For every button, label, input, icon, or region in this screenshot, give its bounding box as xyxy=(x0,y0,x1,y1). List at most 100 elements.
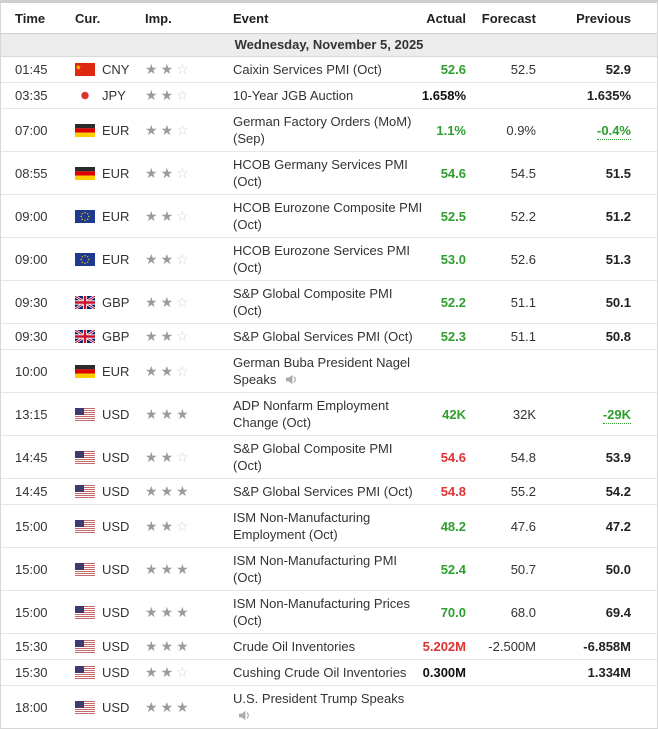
event-title[interactable]: ISM Non-Manufacturing Prices (Oct) xyxy=(233,595,414,629)
importance-star-filled: ★ xyxy=(160,362,177,379)
currency-code: GBP xyxy=(102,329,130,344)
forecast-value: 68.0 xyxy=(510,604,536,620)
importance-stars: ★★☆ xyxy=(145,664,233,681)
actual-value: 52.6 xyxy=(440,62,466,77)
previous-value-text[interactable]: -29K xyxy=(602,406,631,424)
united-states-flag xyxy=(75,407,95,421)
event-row[interactable]: 15:00 USD ★★★ ISM Non-Manufacturing Pric… xyxy=(1,591,657,634)
european-union-flag xyxy=(75,209,95,223)
previous-value-text: 50.8 xyxy=(605,329,631,344)
event-title[interactable]: U.S. President Trump Speaks xyxy=(233,690,414,724)
importance-star-filled: ★ xyxy=(145,638,161,654)
event-row[interactable]: 15:00 USD ★★★ ISM Non-Manufacturing PMI(… xyxy=(1,548,657,591)
event-title[interactable]: Cushing Crude Oil Inventories xyxy=(233,664,414,681)
event-title[interactable]: S&P Global Composite PMI (Oct) xyxy=(233,440,414,474)
event-title[interactable]: German Factory Orders (MoM) (Sep) xyxy=(233,113,414,147)
event-title[interactable]: S&P Global Services PMI (Oct) xyxy=(233,328,414,345)
forecast-value: 32K xyxy=(512,406,536,422)
time-cell: 07:00 xyxy=(15,122,48,138)
importance-star-filled: ★ xyxy=(145,560,161,577)
event-row[interactable]: 15:30 USD ★★★ Crude Oil Inventories 5.20… xyxy=(1,634,657,660)
germany-flag xyxy=(75,123,95,137)
time-cell: 15:00 xyxy=(15,518,48,534)
actual-value: 1.658% xyxy=(421,88,466,103)
event-row[interactable]: 03:35 JPY ★★☆ 10-Year JGB Auction 1.658%… xyxy=(1,83,657,109)
previous-value: 54.2 xyxy=(536,483,631,500)
event-row[interactable]: 18:00 USD ★★★ U.S. President Trump Speak… xyxy=(1,686,657,728)
importance-stars: ★★★ xyxy=(145,699,233,716)
actual-value: 53.0 xyxy=(440,251,466,267)
event-title-line: U.S. President Trump Speaks xyxy=(233,691,405,706)
currency-code: USD xyxy=(102,449,130,465)
event-title[interactable]: S&P Global Services PMI (Oct) xyxy=(233,483,414,500)
currency-code: USD xyxy=(102,484,130,499)
event-row[interactable]: 09:00 EUR ★★☆ HCOB Eurozone Composite PM… xyxy=(1,195,657,238)
event-row[interactable]: 15:30 USD ★★☆ Cushing Crude Oil Inventor… xyxy=(1,660,657,686)
forecast-value: 54.8 xyxy=(510,449,536,465)
importance-star-filled: ★ xyxy=(176,483,192,499)
united-states-flag xyxy=(75,640,95,653)
actual-value: 54.6 xyxy=(440,449,466,465)
event-title-line: ISM Non-Manufacturing Prices xyxy=(233,596,411,611)
previous-value: 50.0 xyxy=(536,561,631,578)
importance-stars: ★★☆ xyxy=(145,328,233,345)
currency-code: EUR xyxy=(102,251,130,267)
united-states-flag xyxy=(75,485,95,498)
event-title[interactable]: Crude Oil Inventories xyxy=(233,638,414,655)
column-header-event: Event xyxy=(233,10,269,26)
event-row[interactable]: 15:00 USD ★★☆ ISM Non-Manufacturing Emplo… xyxy=(1,505,657,548)
importance-star-filled: ★ xyxy=(145,61,161,77)
importance-star-filled: ★ xyxy=(160,328,177,344)
united-states-flag xyxy=(75,519,95,533)
event-row[interactable]: 01:45 CNY ★★☆ Caixin Services PMI (Oct) … xyxy=(1,57,657,83)
event-title[interactable]: HCOB Eurozone Composite PMI (Oct) xyxy=(233,199,422,233)
previous-value-text: 52.9 xyxy=(605,62,631,77)
column-header-forecast: Forecast xyxy=(481,10,536,26)
previous-value: -0.4% xyxy=(536,122,631,140)
event-title[interactable]: German Buba President Nagel Speaks xyxy=(233,354,414,388)
time-cell: 03:35 xyxy=(15,88,48,103)
importance-star-empty: ☆ xyxy=(176,664,192,680)
event-title-line: (Oct) xyxy=(233,613,262,628)
importance-star-filled: ★ xyxy=(145,87,161,103)
event-row[interactable]: 09:30 GBP ★★☆ S&P Global Composite PMI (O… xyxy=(1,281,657,324)
event-title[interactable]: 10-Year JGB Auction xyxy=(233,87,414,104)
currency-cell: JPY xyxy=(75,87,145,104)
previous-value-text[interactable]: -0.4% xyxy=(597,122,631,140)
event-row[interactable]: 08:55 EUR ★★☆ HCOB Germany Services PMI(… xyxy=(1,152,657,195)
united-states-flag xyxy=(75,450,95,464)
event-title[interactable]: Caixin Services PMI (Oct) xyxy=(233,61,414,78)
importance-star-empty: ☆ xyxy=(176,517,192,534)
event-title[interactable]: ISM Non-Manufacturing PMI (Oct) xyxy=(233,552,414,586)
importance-stars: ★★★ xyxy=(145,483,233,500)
previous-value: 51.2 xyxy=(536,208,631,225)
event-row[interactable]: 07:00 EUR ★★☆ German Factory Orders (MoM… xyxy=(1,109,657,152)
importance-stars: ★★☆ xyxy=(145,363,233,380)
event-title-line: S&P Global Composite PMI xyxy=(233,441,393,456)
currency-code: USD xyxy=(102,518,130,534)
time-cell: 15:00 xyxy=(15,561,48,577)
event-row[interactable]: 09:00 EUR ★★☆ HCOB Eurozone Services PMI… xyxy=(1,238,657,281)
event-title[interactable]: ISM Non-Manufacturing Employment (Oct) xyxy=(233,509,414,543)
time-cell: 15:30 xyxy=(15,639,48,654)
actual-value: 5.202M xyxy=(422,639,466,654)
event-title[interactable]: S&P Global Composite PMI (Oct) xyxy=(233,285,414,319)
currency-cell: EUR xyxy=(75,165,145,182)
event-row[interactable]: 14:45 USD ★★☆ S&P Global Composite PMI (O… xyxy=(1,436,657,479)
currency-cell: USD xyxy=(75,449,145,466)
event-title-line: HCOB Germany Services PMI xyxy=(233,157,408,172)
event-row[interactable]: 10:00 EUR ★★☆ German Buba President Nage… xyxy=(1,350,657,393)
column-header-time: Time xyxy=(15,10,46,26)
importance-star-filled: ★ xyxy=(160,293,177,310)
importance-star-empty: ☆ xyxy=(176,448,192,465)
event-title[interactable]: HCOB Eurozone Services PMI (Oct) xyxy=(233,242,414,276)
importance-stars: ★★☆ xyxy=(145,165,233,182)
event-title[interactable]: ADP Nonfarm Employment Change (Oct) xyxy=(233,397,414,431)
importance-star-filled: ★ xyxy=(160,250,177,267)
importance-star-filled: ★ xyxy=(160,87,177,103)
event-title[interactable]: HCOB Germany Services PMI (Oct) xyxy=(233,156,414,190)
event-row[interactable]: 14:45 USD ★★★ S&P Global Services PMI (O… xyxy=(1,479,657,505)
currency-cell: USD xyxy=(75,518,145,535)
event-row[interactable]: 09:30 GBP ★★☆ S&P Global Services PMI (O… xyxy=(1,324,657,350)
event-row[interactable]: 13:15 USD ★★★ ADP Nonfarm Employment Chan… xyxy=(1,393,657,436)
